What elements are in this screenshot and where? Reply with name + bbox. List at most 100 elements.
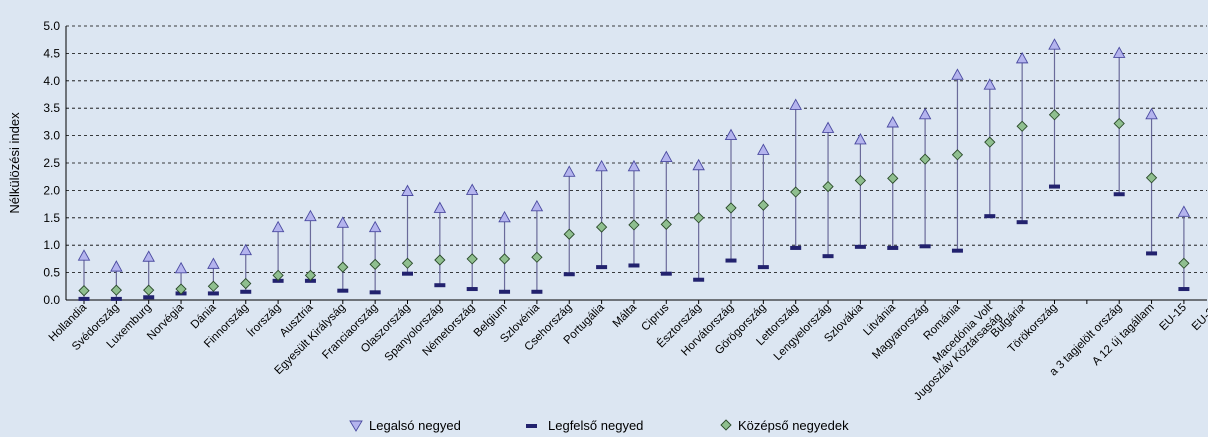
legend-item-legfelso: Legfelső negyed — [526, 418, 643, 433]
kozepso-marker — [110, 284, 122, 296]
whiskers — [83, 45, 1185, 299]
legend-dash-marker — [526, 424, 537, 428]
legalso-marker — [271, 220, 285, 233]
legalso-marker — [1015, 51, 1029, 64]
x-tick-label: Lengyelország — [772, 302, 833, 363]
kozepso-marker — [822, 180, 834, 193]
y-tick-label: 2.5 — [43, 156, 60, 170]
legalso-marker — [627, 159, 641, 172]
kozepso-marker — [790, 186, 802, 198]
y-tick-label: 1.0 — [43, 238, 60, 252]
legfelso-marker — [110, 296, 122, 301]
kozepso-marker — [887, 172, 899, 184]
legend-item-kozepso: Középső negyedek — [720, 418, 849, 433]
y-tick-label: 0.5 — [43, 266, 60, 280]
legfelso-marker — [207, 291, 219, 296]
legend-triangle-marker — [349, 420, 363, 432]
legalso-marker — [951, 68, 964, 80]
legfelso-marker — [790, 245, 802, 250]
legalso-marker — [1112, 46, 1126, 58]
x-tick-label: EU-15 — [1157, 302, 1189, 334]
legfelso-marker — [757, 265, 769, 270]
y-tick-label: 5.0 — [43, 19, 60, 33]
legalso-marker — [304, 209, 317, 222]
legfelso-marker — [434, 283, 446, 288]
legalso-marker — [757, 143, 770, 155]
x-tick-label: Dánia — [189, 301, 219, 331]
legalso-marker — [983, 78, 997, 90]
legalso-marker — [886, 116, 900, 128]
legfelso-marker — [1049, 184, 1060, 189]
y-axis-label: Nélkülözési index — [7, 112, 22, 214]
legfelso-marker — [1178, 287, 1190, 292]
legalso-marker — [465, 183, 479, 195]
kozepso-marker — [919, 153, 931, 165]
legfelso-marker — [78, 296, 90, 301]
legalso-marker — [142, 250, 155, 262]
legalso-marker — [692, 158, 705, 171]
legalso-marker — [110, 260, 123, 272]
x-tick-label: Spanyolország — [383, 302, 445, 364]
legend-diamond-marker — [720, 419, 732, 431]
legalso-marker — [433, 201, 447, 213]
markers — [77, 38, 1191, 301]
legfelso-marker — [1016, 220, 1028, 225]
legfelso-marker — [499, 289, 511, 294]
legfelso-marker — [693, 277, 705, 282]
y-tick-label: 2.0 — [43, 183, 60, 197]
kozepso-marker — [175, 283, 187, 295]
legalso-marker — [368, 220, 382, 233]
kozepso-marker — [951, 149, 964, 161]
legalso-marker — [336, 216, 350, 228]
legfelso-marker — [1113, 192, 1125, 197]
legfelso-marker — [531, 289, 543, 294]
x-tick-label: Málta — [611, 301, 640, 330]
kozepso-marker — [725, 202, 737, 214]
kozepso-marker — [240, 277, 252, 290]
legfelso-marker — [369, 290, 381, 295]
legfelso-marker — [951, 248, 963, 253]
x-tick-label: A 12 új tagállam — [1090, 302, 1156, 368]
legalso-marker — [1177, 205, 1191, 217]
x-tick-label: Norvégia — [145, 301, 186, 342]
legend: Legalsó negyed Legfelső negyed Középső n… — [349, 418, 849, 433]
x-tick-label: EU-27 — [1190, 302, 1208, 334]
axes — [65, 26, 1207, 304]
legend-label-legfelso: Legfelső negyed — [548, 418, 643, 433]
kozepso-marker — [854, 174, 867, 187]
legfelso-marker — [596, 265, 608, 270]
legalso-marker — [854, 133, 867, 145]
kozepso-marker — [434, 254, 446, 266]
legfelso-marker — [143, 295, 155, 300]
kozepso-marker — [1145, 172, 1158, 184]
kozepso-marker — [78, 285, 90, 297]
kozepso-marker — [401, 257, 414, 269]
legfelso-marker — [822, 254, 834, 259]
kozepso-marker — [660, 218, 672, 231]
legalso-marker — [239, 243, 253, 256]
legalso-marker — [77, 249, 91, 261]
legfelso-marker — [240, 289, 252, 294]
y-tick-label: 3.0 — [43, 129, 60, 143]
legalso-marker — [530, 199, 544, 212]
kozepso-marker — [1016, 120, 1028, 132]
kozepso-marker — [693, 212, 705, 224]
kozepso-marker — [369, 258, 381, 271]
y-tick-label: 1.5 — [43, 211, 60, 225]
kozepso-marker — [1048, 109, 1061, 121]
kozepso-marker — [757, 199, 769, 211]
kozepso-marker — [1113, 117, 1125, 130]
legalso-marker — [595, 159, 608, 172]
kozepso-marker — [207, 280, 220, 292]
kozepso-marker — [531, 251, 543, 263]
legalso-marker — [562, 165, 576, 177]
kozepso-marker — [304, 269, 317, 281]
kozepso-marker — [272, 269, 284, 281]
legfelso-marker — [466, 287, 478, 292]
legalso-marker — [789, 98, 802, 110]
kozepso-marker — [984, 136, 996, 148]
kozepso-marker — [337, 261, 349, 273]
kozepso-marker — [466, 253, 478, 265]
